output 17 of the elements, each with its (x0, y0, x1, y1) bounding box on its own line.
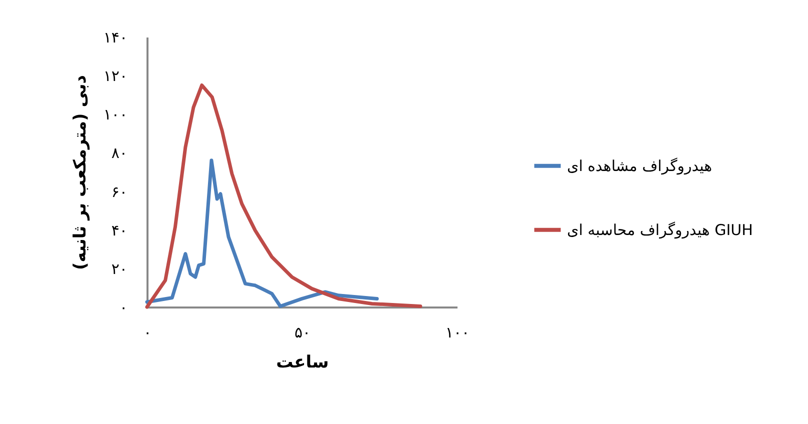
y-tick-label: ۲۰ (111, 260, 128, 278)
y-tick-label: ۱۰۰ (103, 106, 128, 124)
legend-label: هیدروگراف محاسبه ای GIUH (567, 220, 753, 239)
y-tick-label: ۴۰ (111, 221, 128, 240)
x-tick-label: ۵۰ (294, 324, 311, 342)
y-tick-label: ۶۰ (111, 182, 128, 201)
x-tick-label: ۰ (143, 324, 152, 342)
y-tick-label: ۱۴۰ (103, 28, 128, 46)
x-axis-title: ساعت (276, 352, 329, 372)
y-tick-label: ۸۰ (111, 144, 128, 162)
y-axis-title: دبی (مترمکعب بر ثانیه) (70, 74, 90, 270)
line-series (145, 158, 379, 308)
legend-label: هیدروگراف مشاهده ای (567, 156, 712, 175)
y-tick-label: ۰ (119, 298, 128, 316)
line-series (145, 83, 422, 309)
y-tick-label: ۱۲۰ (103, 67, 128, 86)
x-tick-label: ۱۰۰ (445, 324, 470, 342)
